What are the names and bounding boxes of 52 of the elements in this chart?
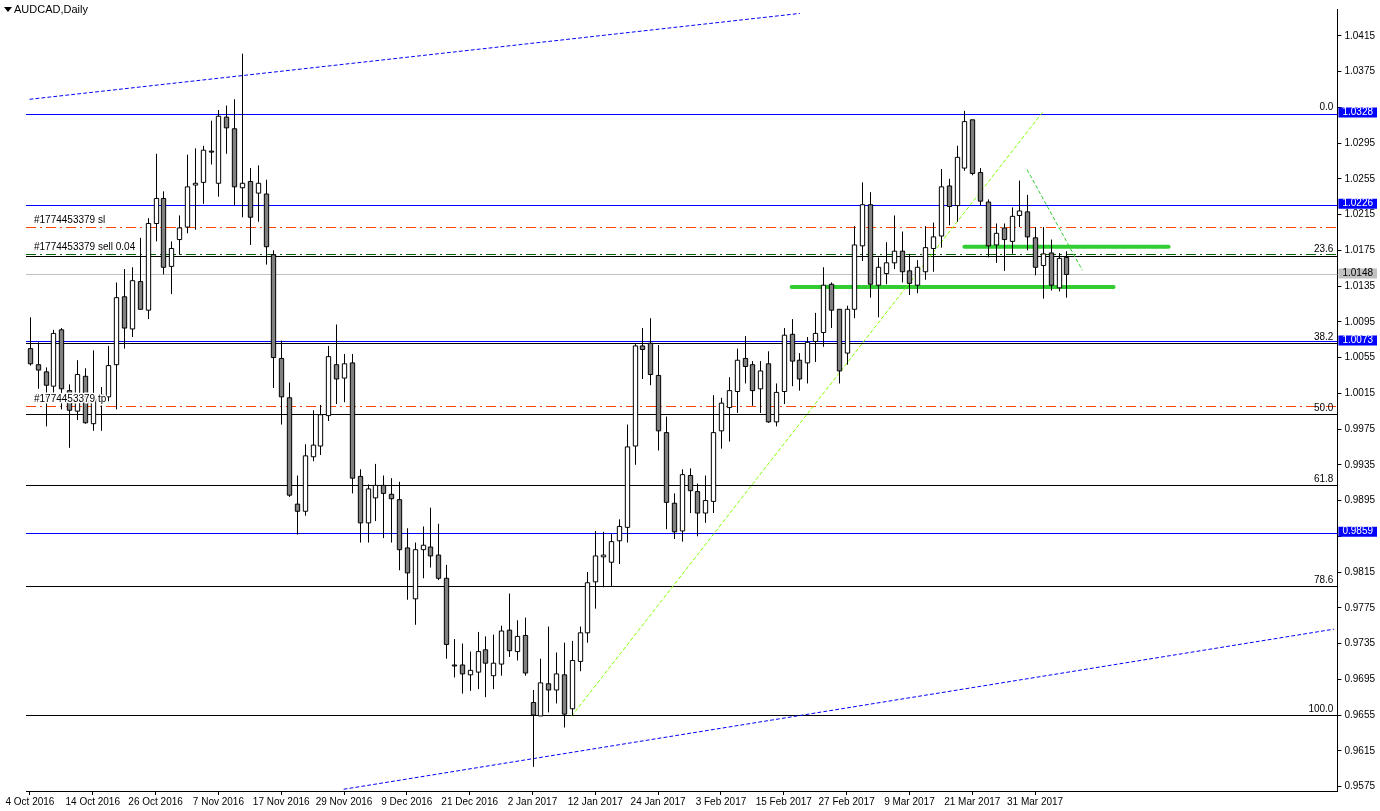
- x-tick-label: 21 Dec 2016: [441, 795, 499, 807]
- annotation: 23.6: [1313, 243, 1334, 255]
- x-tick-label: 3 Feb 2017: [695, 795, 747, 807]
- y-tick-label: 0.9975: [1344, 422, 1376, 434]
- y-tick-label: 0.9655: [1344, 708, 1376, 720]
- y-tick-label: 1.0255: [1344, 172, 1376, 184]
- ref-line-label: #1774453379 sl: [34, 213, 106, 225]
- ref-line-label: 1.0073: [1342, 334, 1374, 346]
- ref-line-label: #1774453379 sell 0.04: [34, 240, 136, 252]
- x-tick-label: 15 Feb 2017: [755, 795, 813, 807]
- y-tick-label: 0.9735: [1344, 637, 1376, 649]
- y-tick-label: 1.0375: [1344, 65, 1376, 77]
- annotation: 78.6: [1313, 574, 1334, 586]
- x-tick-label: 9 Dec 2016: [381, 795, 433, 807]
- y-tick-label: 0.9895: [1344, 494, 1376, 506]
- y-tick-label: 1.0215: [1344, 208, 1376, 220]
- ref-line-label: 1.0328: [1342, 106, 1374, 118]
- ref-line-label: 1.0226: [1342, 197, 1374, 209]
- x-tick-label: 14 Oct 2016: [65, 795, 121, 807]
- x-tick-label: 27 Feb 2017: [818, 795, 876, 807]
- y-tick-label: 1.0095: [1344, 315, 1376, 327]
- y-tick-label: 0.9615: [1344, 744, 1376, 756]
- y-tick-label: 0.9775: [1344, 601, 1376, 613]
- x-tick-label: 2 Jan 2017: [507, 795, 558, 807]
- x-tick-label: 17 Nov 2016: [252, 795, 310, 807]
- x-tick-label: 31 Mar 2017: [1007, 795, 1064, 807]
- chart-title: AUDCAD,Daily: [14, 3, 88, 15]
- x-tick-label: 24 Jan 2017: [630, 795, 687, 807]
- y-tick-label: 0.9815: [1344, 565, 1376, 577]
- y-tick-label: 1.0415: [1344, 29, 1376, 41]
- y-tick-label: 1.0135: [1344, 279, 1376, 291]
- y-tick-label: 1.0175: [1344, 244, 1376, 256]
- y-tick-label: 0.9575: [1344, 780, 1376, 792]
- y-tick-label: 1.0015: [1344, 387, 1376, 399]
- annotation: 38.2: [1313, 331, 1334, 342]
- ref-line-label: 0.9859: [1342, 525, 1374, 537]
- annotation: 61.8: [1313, 473, 1334, 485]
- x-tick-label: 29 Nov 2016: [315, 795, 373, 807]
- ref-line-label: 1.0148: [1342, 267, 1374, 279]
- annotation: 100.0: [1308, 702, 1334, 714]
- x-tick-label: 4 Oct 2016: [5, 795, 55, 807]
- x-tick-label: 9 Mar 2017: [884, 795, 936, 807]
- x-tick-label: 21 Mar 2017: [944, 795, 1001, 807]
- annotation: 0.0: [1319, 101, 1334, 113]
- x-tick-label: 26 Oct 2016: [128, 795, 184, 807]
- annotation: 50.0: [1313, 401, 1334, 413]
- y-tick-label: 0.9935: [1344, 458, 1376, 470]
- x-tick-label: 7 Nov 2016: [192, 795, 245, 807]
- x-tick-label: 12 Jan 2017: [567, 795, 624, 807]
- y-tick-label: 1.0295: [1344, 136, 1376, 148]
- y-tick-label: 0.9695: [1344, 673, 1376, 685]
- y-tick-label: 1.0055: [1344, 351, 1376, 363]
